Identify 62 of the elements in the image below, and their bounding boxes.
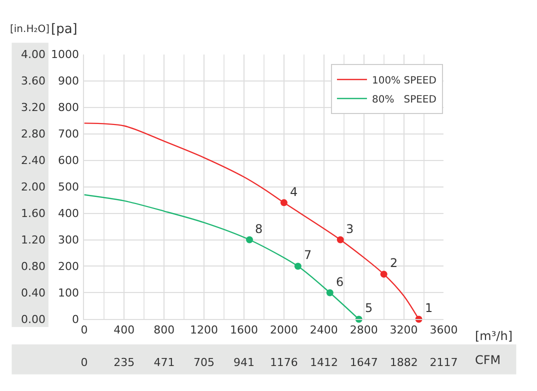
y-tick-label: 600 xyxy=(58,154,80,168)
y-tick-label: 800 xyxy=(58,101,80,114)
annotation: 1 xyxy=(425,301,433,315)
x-tick-label: 0 xyxy=(80,323,88,336)
x2-tick-label: 471 xyxy=(154,356,175,370)
x-tick-label: 2400 xyxy=(310,323,338,336)
y2-axis-title: [in.H₂O] xyxy=(10,24,50,35)
x2-tick-label: 1176 xyxy=(270,356,298,370)
y2-tick-label: 0.00 xyxy=(21,313,46,326)
annotation: 5 xyxy=(365,301,373,315)
y-tick-label: 900 xyxy=(58,74,80,88)
x2-tick-label: 1412 xyxy=(310,356,338,370)
point xyxy=(246,236,253,244)
x-tick-label: 2000 xyxy=(270,323,298,336)
point xyxy=(280,199,288,206)
y2-tick-label: 1.60 xyxy=(21,207,46,220)
y2-tick-label: 4.00 xyxy=(21,48,46,62)
point xyxy=(336,236,344,244)
y-tick-label: 200 xyxy=(58,260,80,274)
y2-tick-label: 0.40 xyxy=(21,286,46,300)
point xyxy=(380,270,388,278)
y2-tick-label: 3.20 xyxy=(21,101,46,114)
x-tick-label: 800 xyxy=(154,323,175,336)
y2-tick-label: 0.80 xyxy=(21,260,46,274)
x2-tick-label: 0 xyxy=(80,356,88,370)
x2-tick-label: 235 xyxy=(114,356,135,370)
annotation: 4 xyxy=(290,185,298,199)
annotation: 7 xyxy=(304,248,312,262)
annotation: 2 xyxy=(390,256,398,270)
y-tick-label: 1000 xyxy=(51,48,80,62)
y2-tick-label: 2.40 xyxy=(21,154,46,168)
x2-tick-label: 941 xyxy=(234,356,255,370)
annotation: 8 xyxy=(255,222,263,236)
x2-tick-label: 705 xyxy=(193,356,214,370)
point xyxy=(326,289,334,296)
y-tick-label: 300 xyxy=(58,234,80,247)
legend-label: 80% SPEED xyxy=(372,94,437,106)
legend-label: 100% SPEED xyxy=(372,75,437,86)
x2-tick-label: 2117 xyxy=(430,356,458,370)
y-axis-title: [pa] xyxy=(51,22,78,37)
y-tick-label: 100 xyxy=(58,286,80,300)
x-tick-label: 1200 xyxy=(190,323,218,336)
y2-tick-label: 2.00 xyxy=(21,180,46,194)
x2-axis-title: CFM xyxy=(475,353,501,367)
x-tick-label: 3600 xyxy=(430,323,458,336)
y-tick-label: 500 xyxy=(58,180,80,194)
x2-tick-label: 1882 xyxy=(390,356,418,370)
x-tick-label: 3200 xyxy=(390,323,418,336)
y-tick-label: 400 xyxy=(58,207,80,220)
y2-tick-label: 2.80 xyxy=(21,128,46,141)
y-tick-label: 0 xyxy=(72,313,80,326)
y-tick-label: 700 xyxy=(58,128,80,141)
point xyxy=(294,262,302,270)
x-tick-label: 1600 xyxy=(230,323,258,336)
x-tick-label: 2800 xyxy=(350,323,378,336)
x-axis-title: [m³/h] xyxy=(475,329,513,343)
y2-tick-label: 1.20 xyxy=(21,234,46,247)
x2-tick-label: 1647 xyxy=(350,356,378,370)
x-tick-label: 400 xyxy=(114,323,135,336)
annotation: 3 xyxy=(346,222,354,236)
y2-tick-label: 3.60 xyxy=(21,74,46,88)
annotation: 6 xyxy=(336,275,344,289)
